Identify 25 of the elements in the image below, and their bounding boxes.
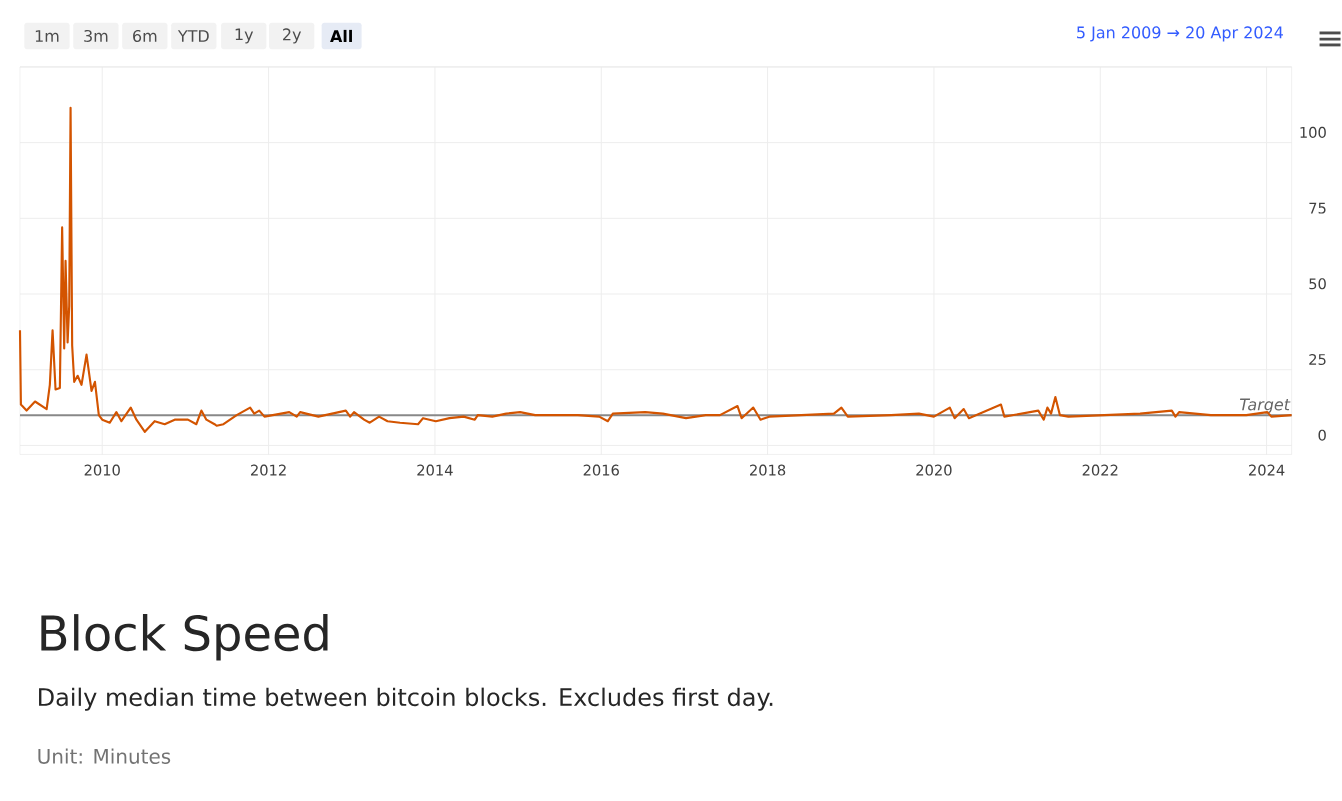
text: All — [330, 29, 352, 42]
x-tick-label: 2022 — [1082, 464, 1118, 476]
text: 5 Jan 2009 → 20 Apr 2024 — [1077, 26, 1283, 42]
text: 2y — [283, 28, 302, 44]
y-tick-label: 25 — [1309, 353, 1326, 365]
text: 6m — [133, 29, 157, 42]
y-tick-label: 50 — [1309, 278, 1326, 290]
x-tick-label: 2024 — [1249, 464, 1285, 476]
x-tick-label: 2016 — [583, 464, 619, 476]
text: Block Speed — [41, 614, 328, 661]
x-tick-label: 2020 — [916, 464, 952, 476]
y-tick-label: 75 — [1309, 202, 1326, 214]
x-tick-label: 2018 — [750, 464, 786, 476]
text: 1m — [35, 30, 59, 42]
y-tick-label: 0 — [1318, 429, 1326, 441]
ref-line-label: Target — [1239, 398, 1291, 414]
text: Daily median time between bitcoin blocks. Excludes first day. — [39, 687, 773, 711]
x-tick-label: 2012 — [251, 464, 286, 476]
text: Unit: Minutes — [38, 748, 171, 764]
x-tick-label: 2014 — [417, 464, 453, 476]
x-tick-label: 2010 — [84, 464, 120, 476]
y-tick-label: 100 — [1300, 126, 1326, 138]
text: 3m — [84, 29, 108, 42]
text: YTD — [177, 30, 209, 42]
text: 1y — [235, 28, 254, 44]
